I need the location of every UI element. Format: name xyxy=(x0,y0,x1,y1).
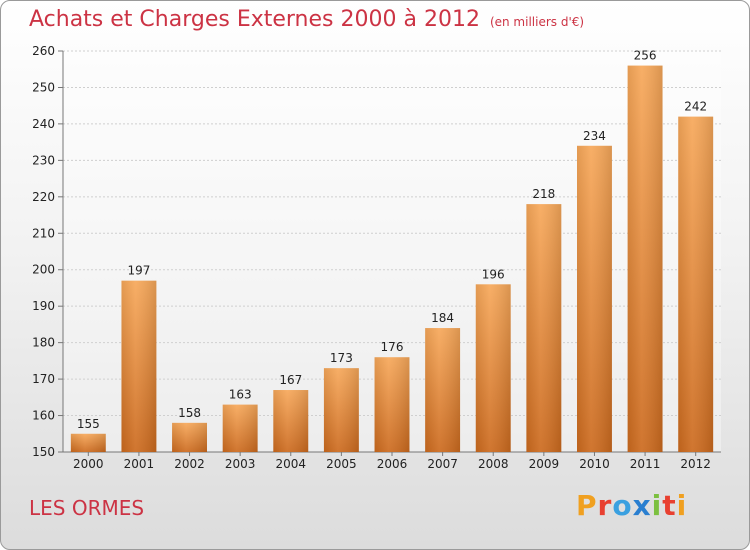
x-tick-label: 2001 xyxy=(124,457,155,471)
chart-subtitle: (en milliers d'€) xyxy=(489,15,585,29)
bar-value-label: 242 xyxy=(684,100,707,114)
y-tick-label: 180 xyxy=(32,336,55,350)
x-tick-label: 2010 xyxy=(579,457,610,471)
x-tick-label: 2008 xyxy=(478,457,509,471)
bar-shading xyxy=(475,284,511,452)
x-tick-label: 2012 xyxy=(680,457,711,471)
logo-letter: r xyxy=(597,489,613,522)
bar-value-label: 163 xyxy=(229,388,252,402)
bar-shading xyxy=(222,404,258,452)
logo-letter: i xyxy=(651,489,663,522)
y-tick-label: 250 xyxy=(32,80,55,94)
x-tick-label: 2002 xyxy=(174,457,205,471)
logo-letter: x xyxy=(632,489,652,522)
bar-value-label: 256 xyxy=(634,49,657,63)
bars xyxy=(70,65,714,453)
x-tick-label: 2004 xyxy=(275,457,306,471)
chart-title: Achats et Charges Externes 2000 à 2012 (e… xyxy=(29,7,584,32)
bar-shading xyxy=(172,422,208,452)
bar-shading xyxy=(273,390,309,452)
y-tick-label: 240 xyxy=(32,117,55,131)
logo-letter: i xyxy=(676,489,688,522)
bar-value-label: 218 xyxy=(532,187,555,201)
bar-shading xyxy=(425,328,461,452)
y-tick-label: 150 xyxy=(32,445,55,459)
y-tick-label: 230 xyxy=(32,153,55,167)
chart-title-text: Achats et Charges Externes 2000 à 2012 xyxy=(29,7,480,32)
bar-shading xyxy=(323,368,359,452)
bar-shading xyxy=(374,357,410,452)
bar-shading xyxy=(70,433,106,452)
bar-shading xyxy=(576,145,612,453)
y-tick-label: 170 xyxy=(32,372,55,386)
logo-letter: o xyxy=(612,489,633,522)
x-tick-label: 2011 xyxy=(630,457,661,471)
x-tick-label: 2000 xyxy=(73,457,104,471)
bar-shading xyxy=(121,280,157,452)
bar-value-label: 197 xyxy=(127,264,150,278)
bar-value-label: 176 xyxy=(381,340,404,354)
y-tick-label: 220 xyxy=(32,190,55,204)
bar-value-label: 158 xyxy=(178,406,201,420)
y-tick-label: 210 xyxy=(32,226,55,240)
axes: 150 160 170 180 190 200 210 220 230 240 250 260 xyxy=(32,44,721,459)
bar-value-label: 196 xyxy=(482,267,505,281)
bar-shading xyxy=(678,116,714,453)
x-tick-label: 2003 xyxy=(225,457,256,471)
bar-shading xyxy=(627,65,663,452)
logo-letter: t xyxy=(662,489,677,522)
commune-name: LES ORMES xyxy=(29,496,145,520)
y-tick-label: 200 xyxy=(32,263,55,277)
x-tick-label: 2007 xyxy=(427,457,458,471)
bar-value-label: 184 xyxy=(431,311,454,325)
x-tick-label: 2006 xyxy=(377,457,408,471)
bar-value-label: 155 xyxy=(77,417,100,431)
x-tick-label: 2005 xyxy=(326,457,357,471)
bar-value-label: 167 xyxy=(279,373,302,387)
bar-shading xyxy=(526,204,562,452)
y-tick-label: 190 xyxy=(32,299,55,313)
bar-value-label: 173 xyxy=(330,351,353,365)
y-tick-label: 160 xyxy=(32,409,55,423)
x-tick-label: 2009 xyxy=(529,457,560,471)
y-tick-label: 260 xyxy=(32,44,55,58)
labels: 155 2000 197 2001 158 2002 163 2003 167 2004 173 20… xyxy=(73,49,711,471)
logo-letter: P xyxy=(576,489,598,522)
bar-value-label: 234 xyxy=(583,129,606,143)
proxiti-logo: Proxiti xyxy=(576,489,687,522)
